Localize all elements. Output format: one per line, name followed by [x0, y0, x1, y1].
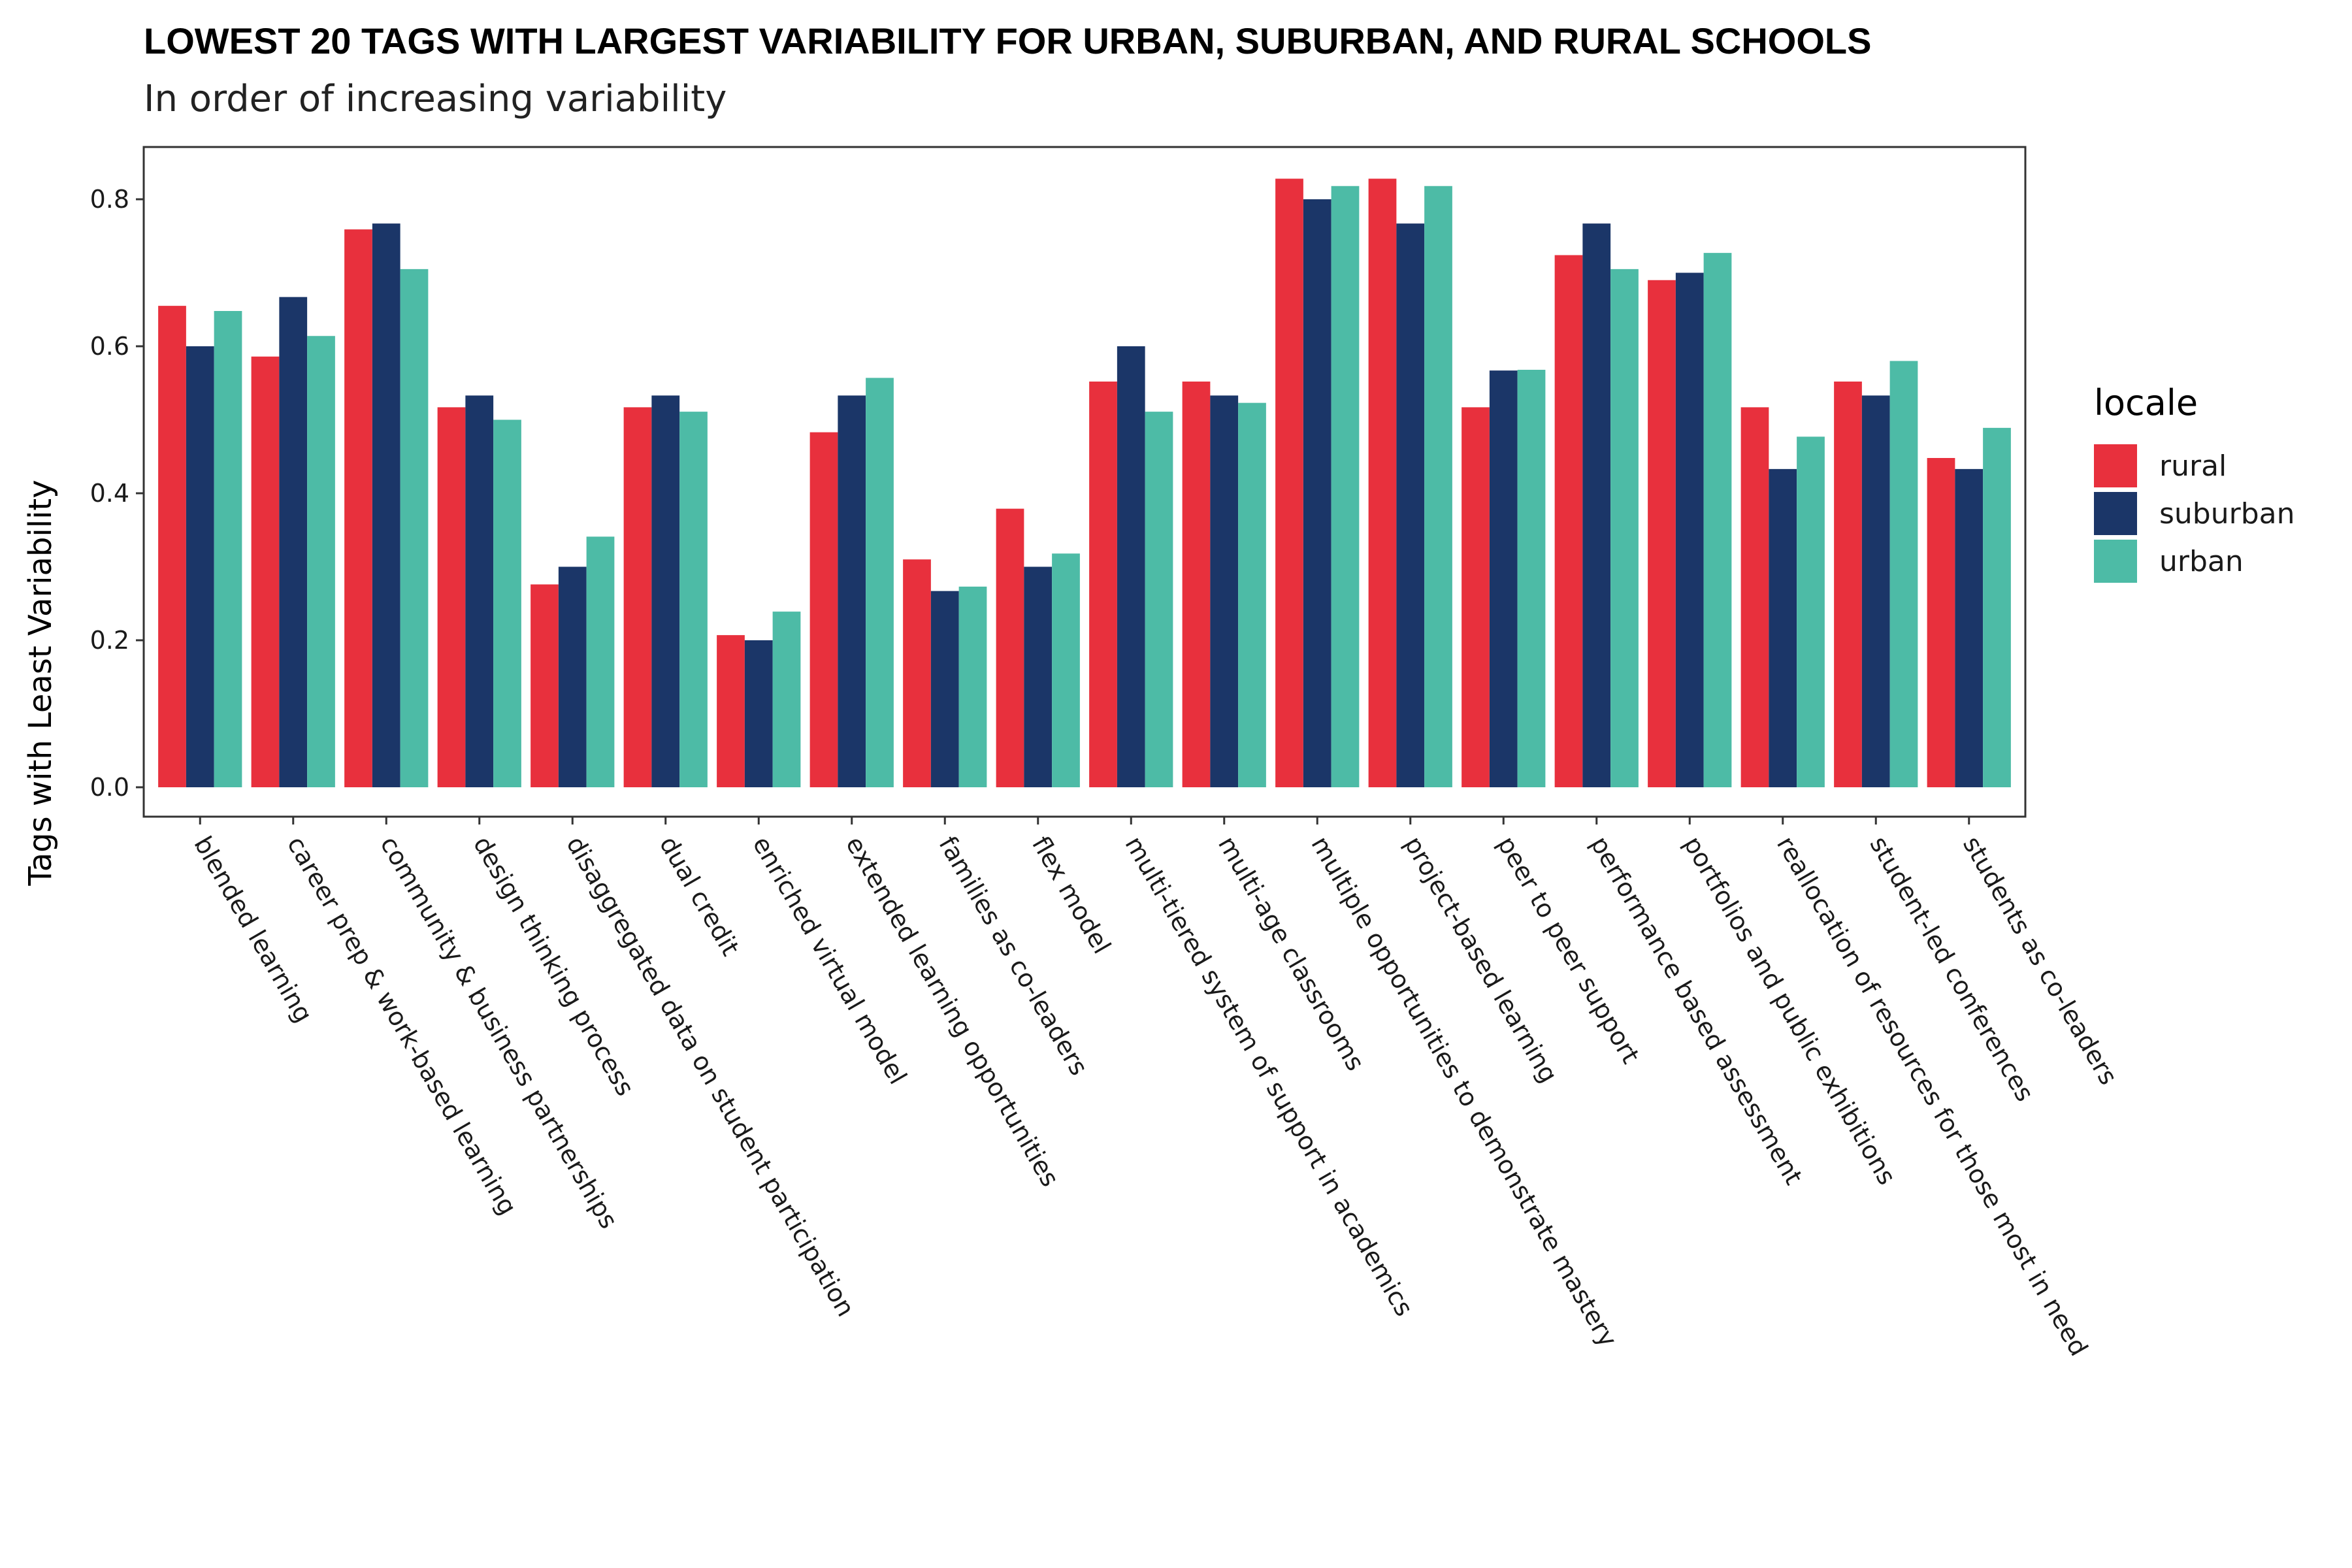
- legend-key-rural: [2094, 444, 2137, 487]
- bar-urban: [586, 536, 615, 787]
- legend-label-urban: urban: [2159, 545, 2244, 578]
- plot-area: 0.0 0.2 0.4 0.6 0.8: [90, 146, 2027, 818]
- bar-rural: [1834, 382, 1862, 787]
- bar-urban: [772, 612, 801, 787]
- bar-rural: [1554, 255, 1583, 787]
- bar-urban: [1052, 553, 1080, 787]
- y-tick-label: 0.6: [90, 332, 129, 361]
- bar-urban: [1703, 253, 1732, 787]
- bar-suburban: [186, 346, 214, 787]
- x-tick-label: dual credit: [654, 832, 745, 961]
- x-tick-label: student-led conferences: [1864, 832, 2039, 1107]
- y-tick-label: 0.8: [90, 185, 129, 214]
- bar-urban: [958, 586, 987, 787]
- bar-suburban: [372, 223, 400, 787]
- bar-suburban: [1210, 395, 1239, 787]
- chart-title: LOWEST 20 TAGS WITH LARGEST VARIABILITY …: [144, 20, 1871, 61]
- bar-rural: [344, 229, 372, 787]
- bar-rural: [251, 356, 280, 787]
- bar-suburban: [1769, 468, 1797, 787]
- bar-rural: [437, 407, 466, 787]
- bar-rural: [1927, 458, 1955, 787]
- bar-rural: [1462, 407, 1490, 787]
- chart-subtitle: In order of increasing variability: [144, 78, 727, 120]
- bar-rural: [623, 407, 652, 787]
- bar-suburban: [930, 591, 959, 787]
- bar-suburban: [465, 395, 494, 787]
- bar-suburban: [1117, 346, 1145, 787]
- bar-suburban: [1955, 468, 1984, 787]
- bar-rural: [158, 306, 186, 787]
- plot-panel: [142, 146, 2027, 818]
- y-tick-label: 0.0: [90, 773, 129, 802]
- y-tick-label: 0.4: [90, 479, 129, 508]
- bar-suburban: [279, 297, 308, 787]
- legend-key-suburban: [2094, 492, 2137, 535]
- bar-urban: [493, 419, 521, 787]
- bar-rural: [531, 584, 559, 787]
- bar-suburban: [651, 395, 680, 787]
- legend-label-suburban: suburban: [2159, 497, 2295, 531]
- legend-key-urban: [2094, 540, 2137, 583]
- bar-suburban: [1024, 566, 1053, 787]
- bar-urban: [214, 311, 242, 787]
- bar-rural: [809, 432, 838, 787]
- bar-suburban: [838, 395, 866, 787]
- bar-rural: [1089, 382, 1117, 787]
- bar-rural: [717, 635, 745, 787]
- bar-rural: [1740, 407, 1769, 787]
- bar-urban: [400, 269, 429, 787]
- legend: locale rural suburban urban: [2094, 382, 2295, 583]
- bar-rural: [1368, 178, 1397, 787]
- bar-suburban: [1489, 370, 1518, 787]
- bar-suburban: [1675, 272, 1704, 787]
- y-axis-label: Tags with Least Variability: [22, 480, 59, 886]
- bar-rural: [1182, 382, 1211, 787]
- bar-urban: [1145, 412, 1173, 787]
- bar-rural: [1648, 280, 1676, 787]
- x-tick-label: design thinking process: [468, 832, 640, 1101]
- bar-rural: [1275, 178, 1303, 787]
- bar-urban: [1889, 361, 1918, 787]
- x-tick-label: flex model: [1026, 832, 1117, 959]
- bar-rural: [903, 559, 931, 787]
- bar-suburban: [744, 640, 773, 787]
- bar-urban: [1797, 436, 1825, 787]
- legend-title: locale: [2094, 382, 2198, 423]
- bar-rural: [996, 508, 1024, 787]
- y-tick-label: 0.2: [90, 626, 129, 655]
- bar-suburban: [1582, 223, 1611, 787]
- bar-urban: [1424, 186, 1452, 787]
- bar-urban: [1610, 269, 1639, 787]
- bar-urban: [1331, 186, 1360, 787]
- bar-suburban: [1303, 199, 1331, 787]
- bar-urban: [679, 412, 708, 787]
- bar-urban: [307, 336, 335, 787]
- legend-label-rural: rural: [2159, 449, 2227, 483]
- bar-suburban: [1861, 395, 1890, 787]
- bar-suburban: [1396, 223, 1425, 787]
- bar-urban: [1238, 402, 1266, 787]
- bar-urban: [1517, 370, 1546, 787]
- x-tick-label: students as co-leaders: [1957, 832, 2123, 1090]
- bar-urban: [1983, 427, 2011, 787]
- bar-suburban: [558, 566, 587, 787]
- bar-urban: [866, 378, 894, 787]
